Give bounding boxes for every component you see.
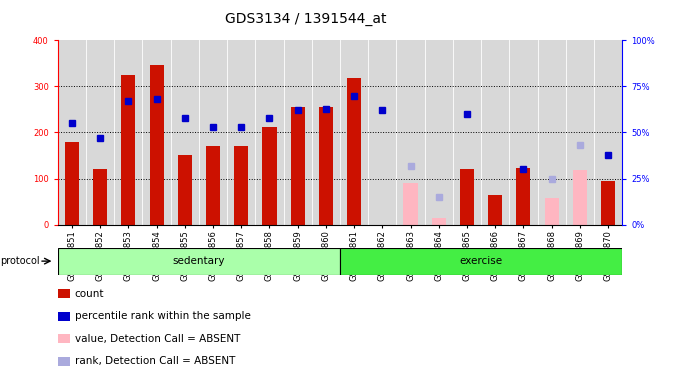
- Text: GDS3134 / 1391544_at: GDS3134 / 1391544_at: [225, 12, 387, 25]
- Bar: [234, 146, 248, 225]
- Bar: [121, 75, 135, 225]
- Text: sedentary: sedentary: [173, 256, 225, 266]
- Text: value, Detection Call = ABSENT: value, Detection Call = ABSENT: [75, 334, 240, 344]
- Bar: [65, 142, 79, 225]
- Bar: [460, 169, 474, 225]
- Bar: [573, 170, 587, 225]
- Bar: [545, 198, 559, 225]
- Bar: [347, 78, 361, 225]
- Text: exercise: exercise: [460, 256, 503, 266]
- Text: percentile rank within the sample: percentile rank within the sample: [75, 311, 251, 321]
- Bar: [206, 146, 220, 225]
- Bar: [516, 169, 530, 225]
- Bar: [262, 127, 277, 225]
- Text: count: count: [75, 289, 104, 299]
- Bar: [177, 155, 192, 225]
- Text: rank, Detection Call = ABSENT: rank, Detection Call = ABSENT: [75, 356, 235, 366]
- Text: protocol: protocol: [0, 256, 39, 266]
- Bar: [58, 248, 340, 275]
- Bar: [150, 65, 164, 225]
- Bar: [93, 169, 107, 225]
- Bar: [319, 107, 333, 225]
- Bar: [290, 107, 305, 225]
- Bar: [488, 195, 503, 225]
- Bar: [403, 183, 418, 225]
- Bar: [340, 248, 622, 275]
- Bar: [601, 181, 615, 225]
- Bar: [432, 218, 446, 225]
